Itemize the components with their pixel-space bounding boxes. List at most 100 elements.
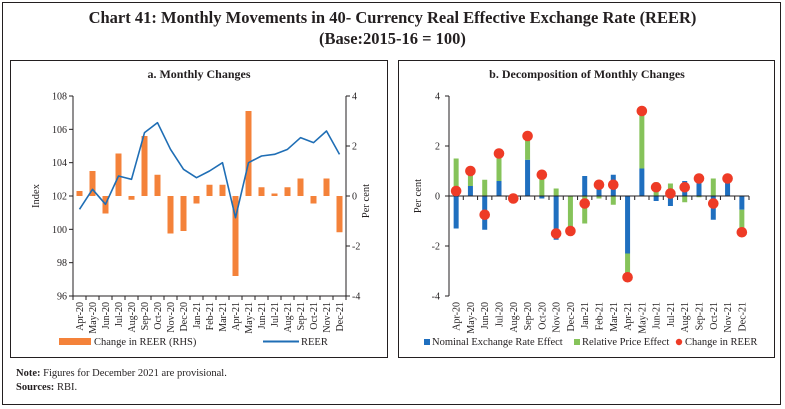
dot-change-in-reer: [636, 105, 648, 117]
note-text: Figures for December 2021 are provisiona…: [40, 368, 227, 379]
bar-nominal-effect: [667, 196, 673, 206]
x-tick-label: Oct-20: [153, 302, 164, 330]
y2-tick-label: 2: [352, 142, 357, 153]
x-tick-label: Sep-21: [296, 302, 307, 330]
x-tick-label: Jan-21: [192, 302, 203, 329]
bar-nominal-effect: [653, 196, 659, 201]
dot-change-in-reer: [593, 179, 605, 191]
x-tick-label: Jun-20: [480, 302, 491, 329]
panel-b-axes: [445, 95, 750, 297]
dot-change-in-reer: [693, 173, 705, 184]
bar-relative-price-effect: [467, 171, 473, 186]
x-tick-label: Jul-21: [666, 302, 677, 327]
x-tick-label: Dec-21: [335, 302, 346, 331]
x-tick-label: Aug-21: [283, 302, 294, 333]
x-tick-label: Sep-20: [140, 302, 151, 330]
y2-tick-label: 4: [352, 92, 357, 103]
bar-change-in-reer: [115, 153, 122, 196]
line-reer: [78, 121, 341, 219]
panel-monthly-changes: a. Monthly Changes 96 98 100 102 104 106 108 -4…: [10, 60, 388, 358]
bar-change-in-reer: [323, 178, 330, 196]
bar-change-in-reer: [206, 184, 213, 196]
bar-relative-price-effect: [682, 196, 688, 203]
dot-change-in-reer: [650, 181, 662, 193]
sources: Sources: RBI.: [16, 382, 77, 393]
x-tick-label: May-20: [88, 302, 99, 334]
chart-frame: [2, 2, 781, 405]
bar-nominal-effect: [453, 196, 459, 229]
bar-relative-price-effect: [567, 196, 573, 231]
legend-swatch-nominal: [424, 339, 430, 345]
x-tick-label: Sep-20: [523, 302, 534, 330]
dot-change-in-reer: [522, 130, 533, 142]
dot-change-in-reer: [707, 198, 719, 209]
x-tick-label: Feb-21: [595, 302, 606, 330]
bar-nominal-effect: [553, 196, 559, 240]
bar-change-in-reer: [128, 196, 135, 200]
panel-b-legend: Nominal Exchange Rate Effect Relative Pr…: [424, 337, 757, 348]
bar-relative-price-effect: [639, 111, 645, 169]
bar-change-in-reer: [193, 196, 200, 204]
y-tick-label: 108: [52, 92, 67, 103]
legend-swatch-relative-price: [574, 339, 580, 345]
bar-change-in-reer: [284, 187, 291, 196]
legend-label-change-reer: Change in REER: [685, 337, 757, 348]
sources-text: RBI.: [54, 382, 78, 393]
dot-change-in-reer: [536, 169, 548, 181]
chart-subtitle: (Base:2015-16 = 100): [319, 29, 466, 48]
bar-change-in-reer: [336, 196, 343, 233]
panel-a-legend: Change in REER (RHS) REER: [59, 337, 328, 348]
bar-relative-price-effect: [596, 196, 602, 199]
legend-swatch-change: [59, 338, 91, 345]
x-tick-label: Aug-21: [680, 302, 691, 333]
monthly-changes-chart: a. Monthly Changes 96 98 100 102 104 106 108 -4…: [31, 67, 372, 348]
bar-nominal-effect: [739, 196, 745, 210]
legend-label-reer: REER: [301, 337, 328, 348]
dot-change-in-reer: [736, 226, 748, 238]
panel-b-dots: [450, 105, 748, 283]
panel-decomposition: b. Decomposition of Monthly Changes -4 -2…: [398, 60, 775, 358]
y2-tick-label: -4: [352, 292, 360, 303]
y-tick-label: 106: [52, 125, 67, 136]
decomposition-chart: b. Decomposition of Monthly Changes -4 -2…: [413, 67, 757, 348]
y2-tick-label: -2: [352, 242, 360, 253]
bar-change-in-reer: [219, 184, 226, 196]
x-tick-label: Mar-21: [609, 302, 620, 332]
x-tick-label: Apr-21: [623, 302, 634, 331]
bar-relative-price-effect: [625, 253, 631, 279]
dot-change-in-reer: [622, 271, 633, 283]
bar-change-in-reer: [76, 191, 83, 196]
bar-relative-price-effect: [582, 196, 588, 224]
bar-change-in-reer: [258, 187, 265, 196]
bar-change-in-reer: [297, 178, 304, 196]
dot-change-in-reer: [565, 225, 576, 237]
y-tick-label: 96: [57, 292, 67, 303]
bar-nominal-effect: [582, 176, 588, 196]
dot-change-in-reer: [465, 165, 476, 177]
bar-change-in-reer: [271, 193, 278, 196]
bar-nominal-effect: [539, 196, 545, 199]
bar-change-in-reer: [245, 111, 252, 196]
bar-relative-price-effect: [453, 158, 459, 196]
y-tick-label: 2: [435, 142, 440, 153]
dot-change-in-reer: [679, 181, 691, 193]
legend-label-change: Change in REER (RHS): [94, 337, 197, 348]
x-tick-label: Oct-20: [537, 302, 548, 330]
bar-nominal-effect: [696, 178, 702, 196]
y2-tick-label: 0: [352, 192, 357, 203]
bar-relative-price-effect: [539, 174, 545, 196]
y-tick-label: 4: [435, 92, 440, 103]
x-tick-label: Nov-20: [166, 302, 177, 333]
dot-change-in-reer: [579, 198, 591, 209]
x-tick-label: Jun-21: [257, 302, 268, 329]
note-label: Note:: [16, 368, 41, 379]
legend-swatch-change-reer: [675, 338, 683, 346]
bar-nominal-effect: [496, 181, 502, 196]
bar-change-in-reer: [180, 196, 187, 231]
y-tick-label: -2: [432, 242, 440, 253]
x-tick-label: May-21: [637, 302, 648, 334]
dot-change-in-reer: [479, 209, 491, 221]
dot-change-in-reer: [493, 148, 505, 159]
x-tick-label: Jul-21: [270, 302, 281, 327]
bar-relative-price-effect: [739, 209, 745, 233]
